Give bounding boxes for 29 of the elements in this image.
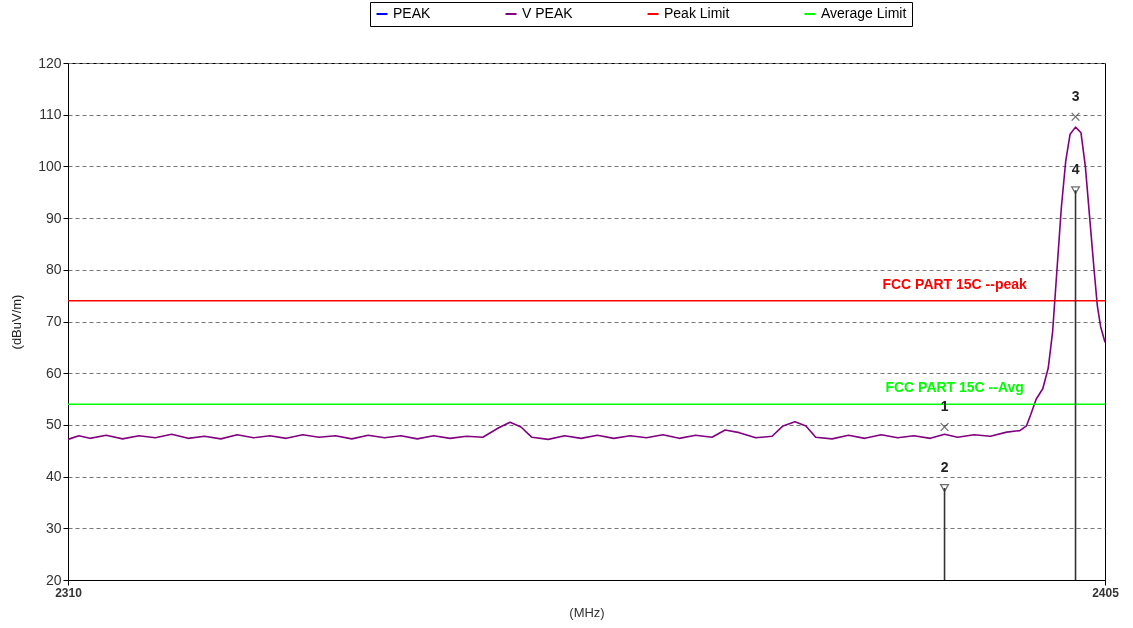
- annotation: 4: [1071, 161, 1080, 178]
- point: [1071, 112, 1081, 122]
- y-tick-label: 40: [45, 468, 62, 485]
- y-tick-label: 80: [45, 261, 62, 278]
- y-tick-label: 20: [45, 571, 62, 588]
- x-tick-label: 2310: [55, 585, 83, 600]
- y-tick-label: 120: [38, 54, 62, 71]
- x-tick-label: 2405: [1092, 585, 1120, 600]
- annotation: 2: [940, 458, 949, 475]
- y-tick-label: 50: [45, 416, 62, 433]
- line-series: [67, 126, 1106, 441]
- y-tick-label: 100: [38, 157, 62, 174]
- point: [1071, 186, 1081, 195]
- legend-label: V PEAK: [522, 5, 574, 21]
- legend-label: Peak Limit: [664, 5, 730, 21]
- annotation: FCC PART 15C --peak: [882, 275, 1028, 292]
- y-tick-label: 70: [45, 313, 62, 329]
- point: [940, 422, 950, 432]
- legend-label: Average Limit: [821, 5, 907, 21]
- y-axis-title: (dBuV/m): [9, 294, 25, 350]
- y-tick-label: 110: [39, 106, 62, 123]
- annotation: 3: [1071, 87, 1080, 104]
- annotation: FCC PART 15C --Avg: [885, 379, 1024, 396]
- y-tick-label: 90: [45, 209, 62, 226]
- legend-label: PEAK: [393, 5, 432, 21]
- x-axis-title: (MHz): [569, 604, 605, 620]
- y-tick-label: 30: [45, 519, 62, 536]
- y-tick-label: 60: [45, 364, 62, 381]
- point: [940, 483, 950, 492]
